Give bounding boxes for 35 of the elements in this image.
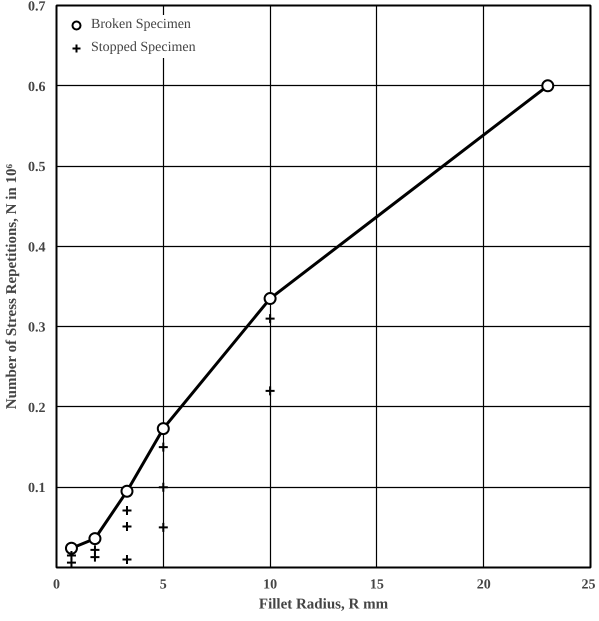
point <box>158 442 169 453</box>
point <box>264 313 276 324</box>
y-tick-label: 0.2 <box>28 400 46 416</box>
y-tick-label: 0.3 <box>28 320 46 336</box>
y-tick-label: 0.7 <box>28 0 46 14</box>
x-tick-label: 20 <box>476 578 491 592</box>
x-tick-label: 10 <box>263 578 278 592</box>
point <box>64 542 78 555</box>
x-tick-label: 25 <box>582 578 596 592</box>
point <box>89 544 100 556</box>
x-tick-label: 0 <box>53 578 60 592</box>
x-axis-title: Fillet Radius, R mm <box>258 596 389 612</box>
legend-label: Stopped Specimen <box>91 40 196 56</box>
y-axis-title: Number of Stress Repetitions, N in 10⁶ <box>4 164 20 410</box>
point <box>264 385 276 396</box>
x-tick-label: 5 <box>160 578 167 592</box>
point <box>121 554 132 565</box>
point <box>156 422 170 436</box>
y-tick-label: 0.6 <box>28 80 46 95</box>
x-tick-label: 15 <box>370 578 384 592</box>
y-tick-label: 0.5 <box>28 160 46 176</box>
point <box>66 550 77 561</box>
point <box>121 521 132 532</box>
point <box>89 552 100 563</box>
point <box>121 504 132 516</box>
y-tick-label: 0.1 <box>28 481 46 496</box>
point <box>88 532 102 546</box>
point <box>158 482 169 493</box>
point <box>264 292 277 306</box>
point <box>66 557 77 568</box>
y-tick-label: 0.4 <box>28 240 46 256</box>
point <box>120 484 134 498</box>
point <box>158 522 169 533</box>
legend-label: Broken Specimen <box>91 17 191 33</box>
point <box>541 79 554 92</box>
